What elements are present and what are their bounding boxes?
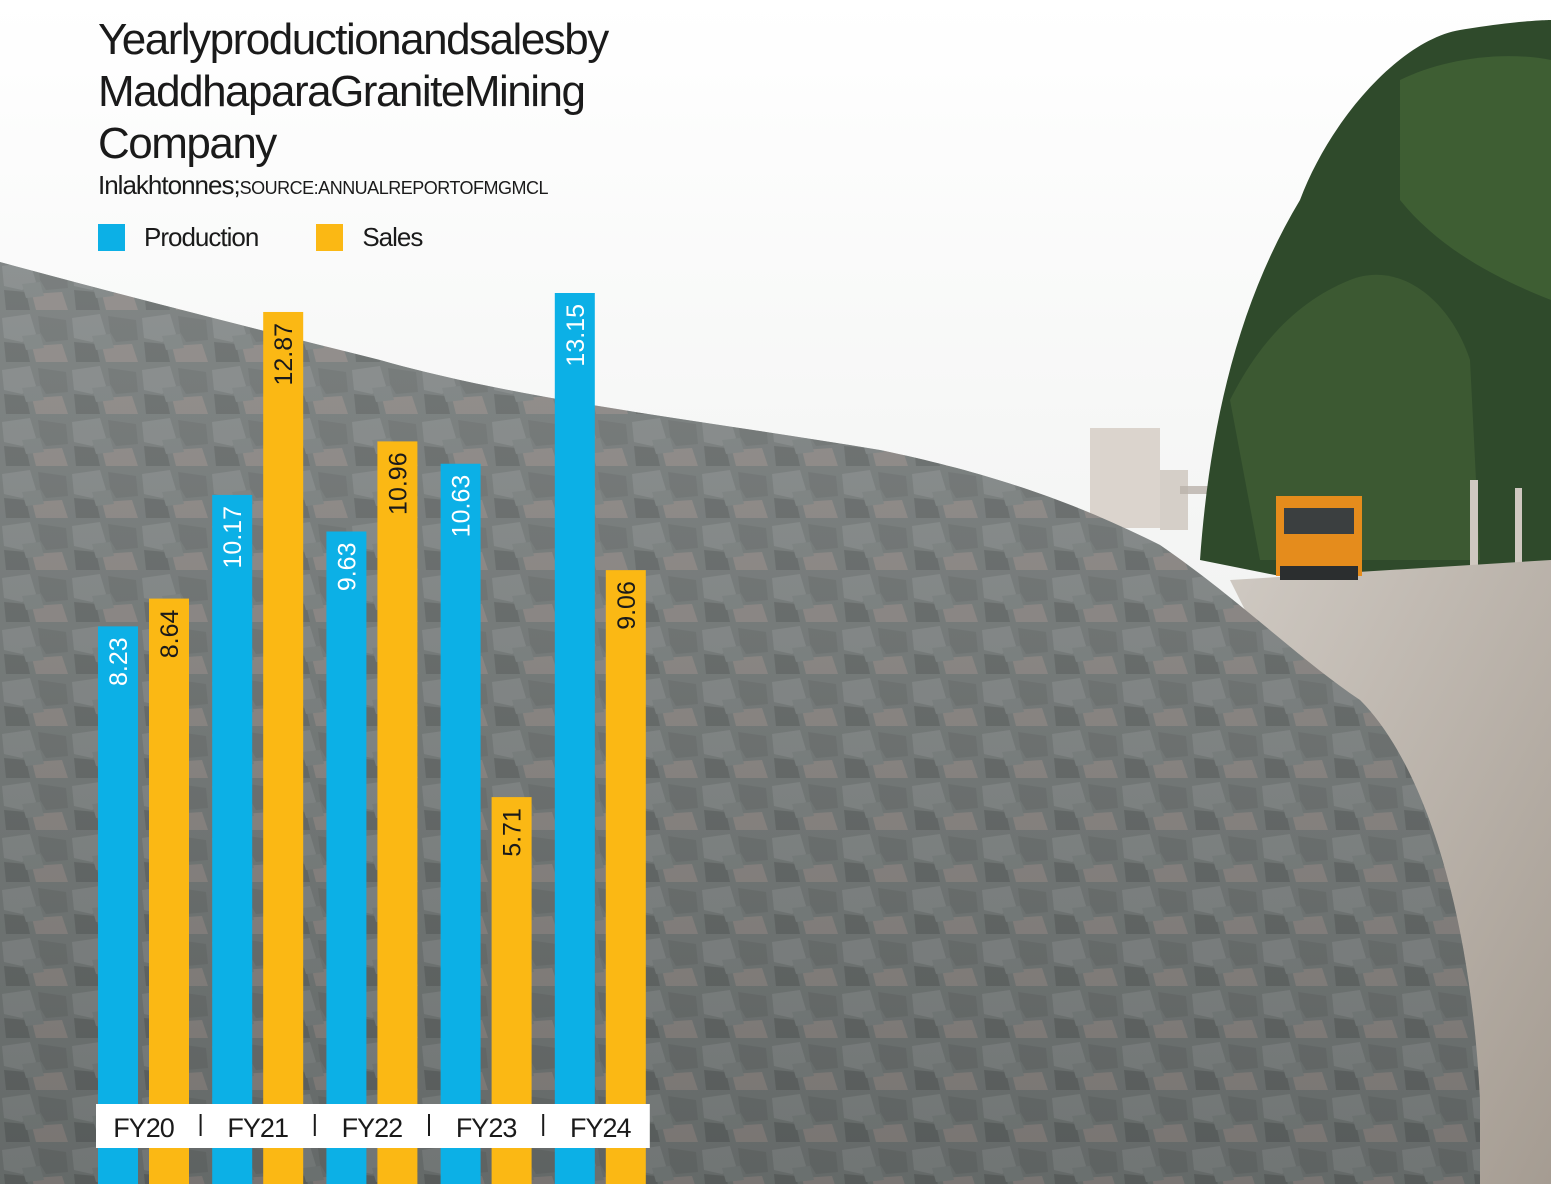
value-label-production-fy23: 10.63 — [448, 475, 476, 538]
value-label-sales-fy24: 9.06 — [613, 581, 641, 630]
title-line-3: Company — [98, 119, 277, 168]
bar-production-fy20 — [98, 626, 138, 1184]
bar-sales-fy21 — [263, 311, 304, 1184]
legend-item-sales: Sales — [316, 222, 423, 253]
value-label-sales-fy21: 12.87 — [270, 323, 298, 386]
unit-label: Inlakhtonnes; — [98, 170, 241, 200]
bar-sales-fy22 — [377, 441, 418, 1184]
legend: Production Sales — [98, 222, 480, 253]
category-label-fy21: FY21 — [227, 1113, 288, 1143]
value-label-production-fy20: 8.23 — [105, 637, 133, 686]
title-line-1: Yearlyproductionandsalesby — [98, 15, 609, 64]
bar-production-fy23 — [440, 463, 481, 1184]
legend-item-production: Production — [98, 222, 259, 253]
value-label-sales-fy22: 10.96 — [384, 452, 412, 515]
legend-label-sales: Sales — [362, 222, 423, 252]
source-label: SOURCE:ANNUALREPORTOFMGMCL — [239, 178, 549, 198]
category-label-fy23: FY23 — [456, 1113, 517, 1143]
bar-production-fy24 — [554, 293, 595, 1184]
chart-title: Yearlyproductionandsalesby MaddhaparaGra… — [98, 14, 698, 170]
bar-production-fy22 — [326, 531, 367, 1184]
chart-subtitle: Inlakhtonnes;SOURCE:ANNUALREPORTOFMGMCL — [98, 170, 549, 201]
legend-swatch-sales — [316, 224, 344, 251]
category-axis-band — [96, 1104, 650, 1148]
bar-sales-fy20 — [149, 598, 189, 1184]
value-label-sales-fy20: 8.64 — [156, 610, 184, 659]
category-label-fy24: FY24 — [570, 1113, 632, 1143]
legend-swatch-production — [98, 224, 125, 251]
category-label-fy20: FY20 — [113, 1113, 174, 1143]
value-label-production-fy22: 9.63 — [333, 543, 361, 592]
value-label-production-fy24: 13.15 — [562, 304, 590, 367]
title-line-2: MaddhaparaGraniteMining — [98, 67, 586, 116]
value-label-production-fy21: 10.17 — [219, 506, 247, 569]
legend-label-production: Production — [144, 222, 259, 252]
value-label-sales-fy23: 5.71 — [499, 808, 527, 857]
bar-production-fy21 — [212, 494, 253, 1184]
bar-sales-fy24 — [605, 570, 646, 1184]
category-label-fy22: FY22 — [342, 1113, 403, 1143]
